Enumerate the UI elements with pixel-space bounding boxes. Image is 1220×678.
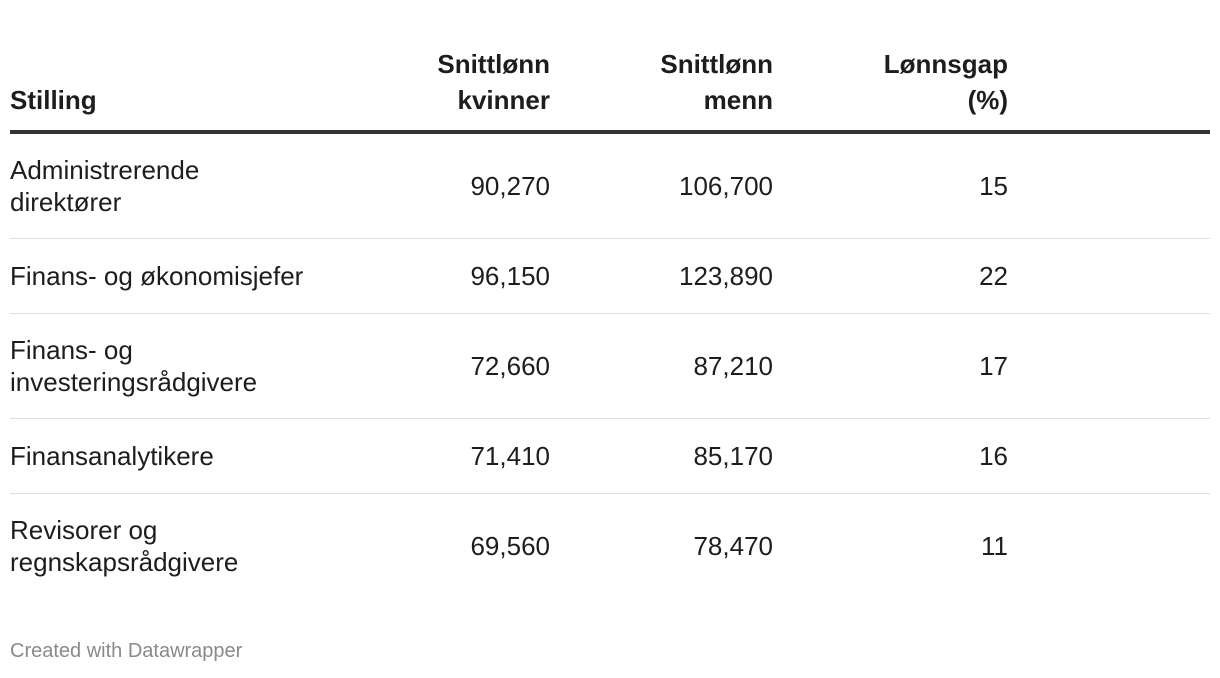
cell-kvinner: 71,410 [350,418,550,494]
cell-gap: 11 [981,531,1008,561]
footer-credit: Created with Datawrapper [10,640,243,662]
table-row: Revisorer og regnskapsrådgivere 69,560 7… [10,494,1210,599]
cell-gap: 15 [773,132,1008,239]
header-snittlonn-menn[interactable]: Snittlønn menn [550,38,773,134]
salary-table-container: Stilling Snittlønn kvinner Snittlønn men… [10,38,1210,598]
header-gap-line2: (%) [967,85,1008,115]
cell-menn: 87,210 [550,313,773,419]
header-spacer [1008,38,1210,134]
cell-stilling-line1: Revisorer og [10,515,158,545]
cell-stilling: Finans- og økonomisjefer [10,238,350,314]
cell-kvinner: 96,150 [350,238,550,314]
cell-stilling-line2: direktører [10,187,122,217]
cell-spacer [1008,238,1210,314]
cell-menn: 78,470 [693,531,773,561]
cell-kvinner: 72,660 [350,313,550,419]
cell-stilling-line1: Finansanalytikere [10,441,214,471]
cell-stilling: Finans- og investeringsrådgivere [10,313,350,419]
cell-stilling-line1: Finans- og [10,335,133,365]
cell-kvinner: 90,270 [350,132,550,239]
header-kvinner-line2: kvinner [457,85,551,115]
cell-stilling: Finansanalytikere [10,418,350,494]
cell-stilling-line1: Finans- og økonomisjefer [10,261,304,291]
cell-spacer [1008,418,1210,494]
cell-gap: 17 [773,313,1008,419]
cell-menn: 85,170 [550,418,773,494]
cell-gap: 16 [773,418,1008,494]
cell-spacer [1008,494,1210,599]
cell-stilling: Administrerende direktører [10,132,350,239]
table-header-row: Stilling Snittlønn kvinner Snittlønn men… [10,38,1210,134]
table-row: Finansanalytikere 71,410 85,170 16 [10,418,1210,494]
table-row: Finans- og økonomisjefer 96,150 123,890 … [10,238,1210,314]
header-lonnsgap[interactable]: Lønnsgap (%) [773,38,1008,134]
cell-stilling-line1: Administrerende [10,155,200,185]
cell-spacer [1008,313,1210,419]
header-stilling-label: Stilling [10,85,97,115]
cell-menn: 106,700 [550,132,773,239]
table-row: Administrerende direktører 90,270 106,70… [10,132,1210,239]
cell-stilling-line2: investeringsrådgivere [10,367,258,397]
header-kvinner-line1: Snittlønn [437,49,550,79]
header-gap-line1: Lønnsgap [883,49,1008,79]
cell-spacer [1008,132,1210,239]
cell-gap: 22 [773,238,1008,314]
cell-kvinner: 69,560 [470,531,550,561]
salary-table: Stilling Snittlønn kvinner Snittlønn men… [10,38,1210,598]
cell-stilling: Revisorer og regnskapsrådgivere [10,494,350,599]
header-menn-line1: Snittlønn [660,49,773,79]
header-stilling[interactable]: Stilling [10,38,350,134]
cell-stilling-line2: regnskapsrådgivere [10,547,239,577]
table-row: Finans- og investeringsrådgivere 72,660 … [10,313,1210,419]
header-snittlonn-kvinner[interactable]: Snittlønn kvinner [350,38,551,134]
cell-menn: 123,890 [550,238,773,314]
header-menn-line2: menn [703,85,773,115]
